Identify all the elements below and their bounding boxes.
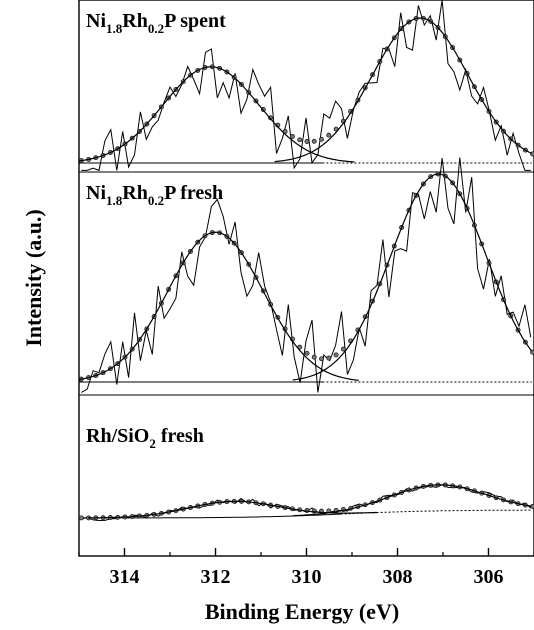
panels-layer: Ni1.8Rh0.2P spent Ni1.8Rh0.2P fresh Rh/SiO… [78, 0, 534, 522]
x-axis: 314 312 310 308 306 [78, 548, 534, 588]
fit-point [78, 515, 84, 521]
fit-point [311, 354, 317, 360]
fit-point [311, 138, 317, 144]
fit-point [297, 137, 303, 143]
fit-point [319, 136, 324, 142]
panel-label-1: Ni1.8Rh0.2P spent [86, 10, 226, 36]
peak-component-2 [274, 17, 532, 163]
fit-point [530, 151, 534, 157]
raw-spectrum [81, 157, 532, 393]
fit-point [333, 352, 339, 358]
x-tick-label: 312 [201, 566, 231, 588]
background-line-dotted [340, 509, 532, 515]
fit-point [289, 134, 295, 139]
raw-spectrum [81, 0, 531, 172]
fit-point [304, 350, 310, 356]
panel-label-3: Rh/SiO2 fresh [86, 425, 204, 451]
peak-component-2 [292, 484, 532, 517]
plot-frame [78, 0, 534, 557]
peak-component-2 [292, 173, 533, 381]
x-axis-title: Binding Energy (eV) [205, 599, 399, 624]
peak-component-1 [78, 231, 359, 381]
fit-envelope [78, 482, 534, 521]
panel-1: Ni1.8Rh0.2P spent [78, 0, 534, 172]
x-tick-label: 310 [292, 566, 322, 588]
panel-2: Ni1.8Rh0.2P fresh [78, 157, 534, 393]
x-tick-label: 306 [474, 566, 504, 588]
fit-point [340, 346, 346, 352]
y-axis-title: Intensity (a.u.) [21, 209, 46, 347]
peak-component-1 [78, 66, 355, 163]
fit-point [319, 356, 324, 362]
fit-envelope [78, 15, 534, 164]
fit-point [304, 139, 310, 144]
panel-label-2: Ni1.8Rh0.2P fresh [86, 182, 223, 208]
fit-point [326, 132, 332, 138]
fit-point [326, 355, 332, 361]
x-tick-label: 314 [110, 566, 140, 588]
panel-3: Rh/SiO2 fresh [78, 425, 534, 522]
x-tick-label: 308 [383, 566, 413, 588]
